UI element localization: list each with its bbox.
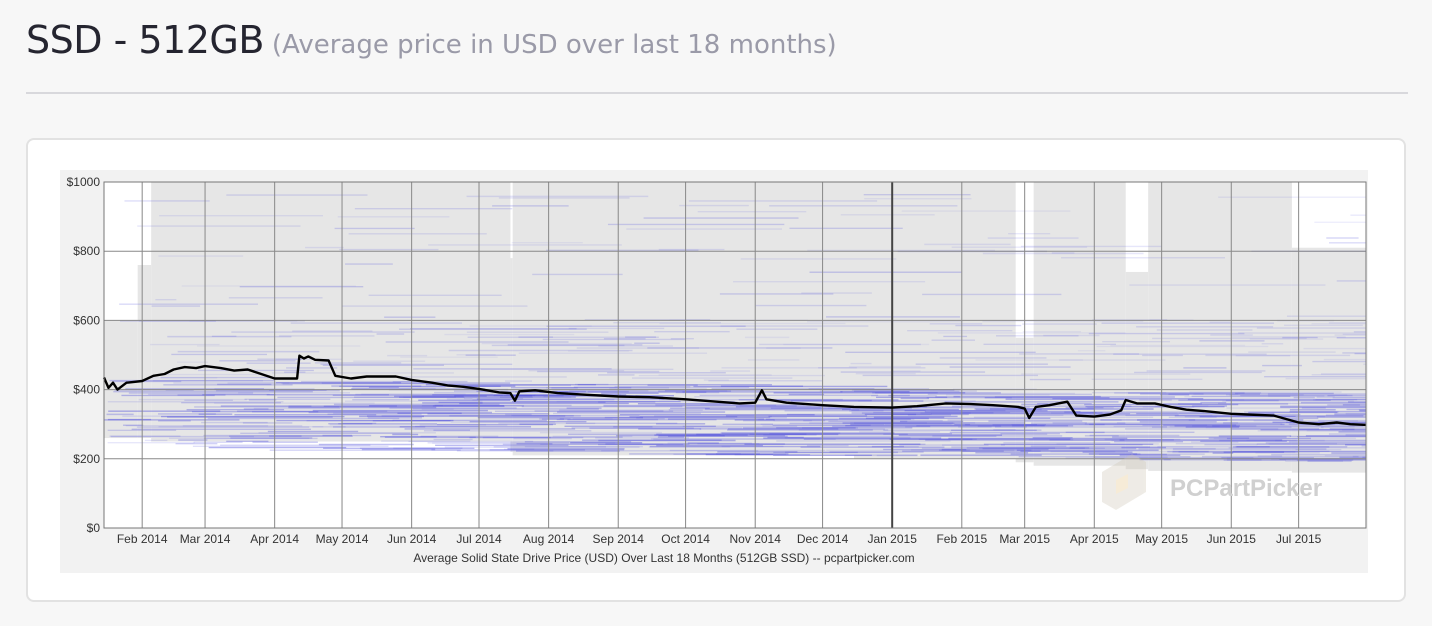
x-tick-label: Nov 2014	[730, 532, 782, 546]
plot-frame	[103, 181, 1367, 529]
y-axis-ticks: $0 $200 $400 $600 $800 $1000	[67, 175, 101, 535]
page-heading: SSD - 512GB (Average price in USD over la…	[26, 18, 837, 62]
x-tick-label: Jan 2015	[867, 532, 917, 546]
page-title: SSD - 512GB	[26, 18, 264, 62]
watermark-logo-icon	[1102, 454, 1146, 510]
price-range-band-segment-2	[151, 182, 511, 442]
page-subtitle: (Average price in USD over last 18 month…	[271, 30, 837, 60]
y-tick-label: $600	[73, 313, 100, 327]
x-axis-ticks: Feb 2014 Mar 2014 Apr 2014 May 2014 Jun 2014…	[117, 532, 1322, 546]
x-tick-label: Mar 2015	[999, 532, 1050, 546]
watermark-text: PCPartPicker	[1170, 475, 1322, 502]
x-tick-label: Sep 2014	[593, 532, 645, 546]
x-tick-label: Apr 2015	[1070, 532, 1119, 546]
price-range-band-segment-8	[1125, 271, 1149, 470]
price-range-band-segment-3	[510, 258, 513, 452]
chart-card: PCPartPicker $0 $200 $400 $600 $800 $1000 Feb…	[26, 138, 1406, 602]
x-tick-label: Apr 2014	[250, 532, 299, 546]
y-tick-label: $0	[87, 521, 101, 535]
y-tick-label: $1000	[67, 175, 101, 189]
price-range-band-segment-7	[1033, 182, 1126, 466]
x-tick-label: Oct 2014	[661, 532, 710, 546]
x-tick-label: Dec 2014	[797, 532, 849, 546]
x-tick-label: Aug 2014	[523, 532, 575, 546]
average-price-series	[102, 354, 1367, 427]
watermark: PCPartPicker	[1102, 454, 1322, 510]
price-range-band-segment-0	[104, 320, 138, 439]
x-tick-label: Mar 2014	[180, 532, 231, 546]
x-tick-label: Feb 2015	[936, 532, 987, 546]
x-tick-label: May 2015	[1135, 532, 1188, 546]
heading-divider	[26, 92, 1408, 94]
x-tick-label: Jun 2015	[1207, 532, 1257, 546]
average-price-line	[102, 354, 1367, 427]
x-tick-label: Feb 2014	[117, 532, 168, 546]
chart-caption: Average Solid State Drive Price (USD) Ov…	[413, 551, 914, 565]
y-tick-label: $400	[73, 383, 100, 397]
price-chart: PCPartPicker $0 $200 $400 $600 $800 $1000 Feb…	[60, 170, 1368, 573]
price-range-band-segment-1	[137, 265, 152, 439]
x-tick-label: May 2014	[316, 532, 369, 546]
price-range-band-segment-9	[1148, 182, 1292, 471]
x-tick-label: Jun 2014	[387, 532, 437, 546]
y-tick-label: $800	[73, 244, 100, 258]
x-tick-label: Jul 2015	[1276, 532, 1322, 546]
price-range-band-segment-10	[1291, 247, 1366, 473]
x-tick-label: Jul 2014	[456, 532, 502, 546]
y-tick-label: $200	[73, 452, 100, 466]
price-range-band-segment-4	[512, 182, 855, 456]
